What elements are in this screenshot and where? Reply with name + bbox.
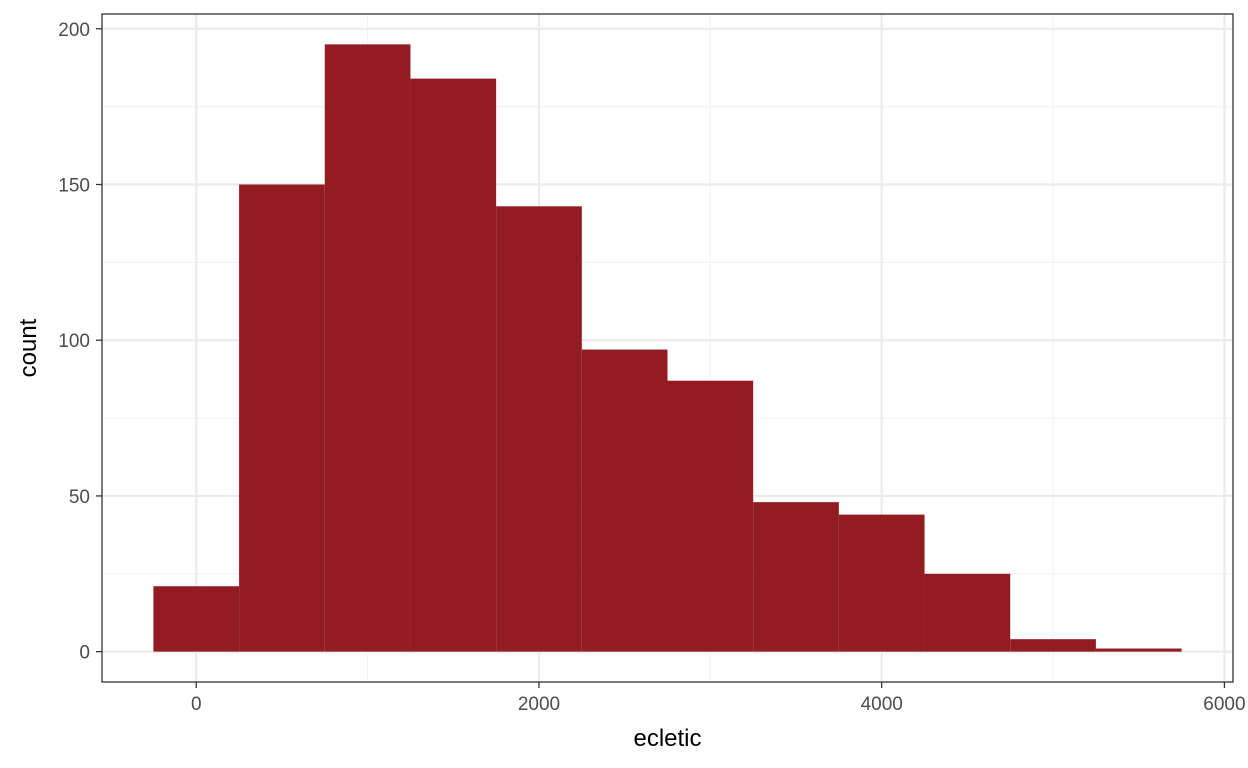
histogram-bar bbox=[410, 78, 497, 652]
x-axis: 0 2000 4000 6000 bbox=[191, 682, 1246, 715]
x-axis-title: ecletic bbox=[633, 725, 701, 752]
histogram-bar bbox=[324, 44, 411, 652]
histogram-bar bbox=[239, 184, 325, 652]
x-tick-label: 6000 bbox=[1203, 694, 1245, 715]
y-tick-label: 100 bbox=[58, 331, 90, 352]
x-tick-label: 0 bbox=[191, 694, 202, 715]
histogram-bar bbox=[1010, 639, 1096, 652]
y-tick-label: 50 bbox=[69, 487, 90, 508]
y-tick-label: 0 bbox=[79, 643, 90, 664]
histogram-bar bbox=[753, 502, 839, 652]
panel-border bbox=[101, 13, 1234, 683]
histogram-bars bbox=[153, 44, 1182, 652]
histogram-bar bbox=[496, 206, 582, 652]
x-tick-label: 2000 bbox=[518, 694, 560, 715]
histogram-bar bbox=[924, 573, 1011, 652]
histogram-bar bbox=[1095, 648, 1182, 652]
y-tick-label: 200 bbox=[58, 20, 90, 41]
histogram-bar bbox=[838, 514, 925, 652]
histogram-bar bbox=[581, 349, 668, 652]
y-axis-title: count bbox=[15, 318, 42, 377]
x-tick-label: 4000 bbox=[861, 694, 903, 715]
histogram-bar bbox=[153, 586, 240, 652]
y-tick-label: 150 bbox=[58, 176, 90, 197]
histogram-bar bbox=[667, 380, 754, 652]
y-axis: 0 50 100 150 200 bbox=[58, 20, 102, 664]
